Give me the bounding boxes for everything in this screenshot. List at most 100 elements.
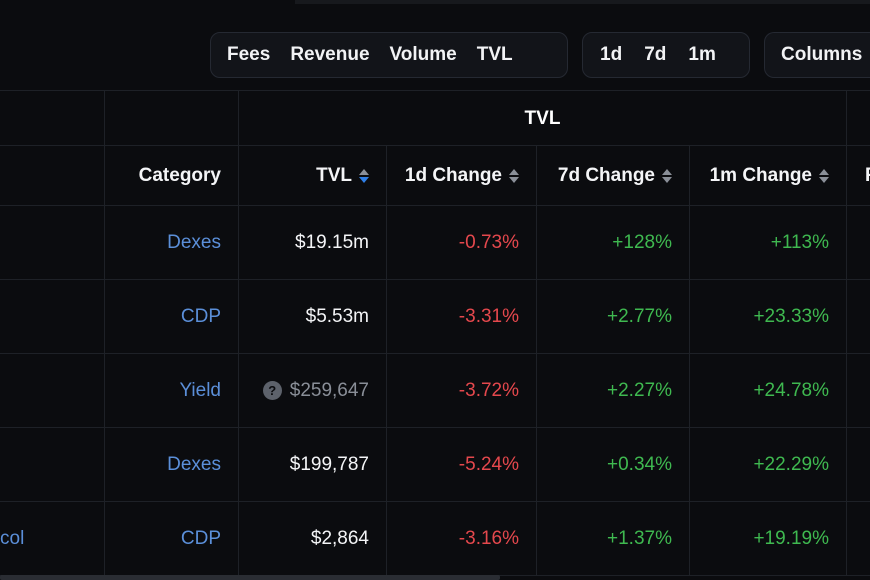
protocols-table: TVL Category TVL 1d Change 7d Change 1m … — [0, 90, 870, 580]
group-header-empty-cell — [0, 91, 105, 147]
change-1d-value: -3.72% — [458, 379, 519, 401]
cell-next-column — [847, 354, 870, 427]
sort-icon[interactable] — [662, 168, 672, 184]
header-category-label: Category — [138, 164, 221, 186]
columns-button[interactable]: Columns — [781, 44, 863, 65]
change-1m-value: +19.19% — [753, 527, 829, 549]
tvl-value: $2,864 — [310, 527, 369, 549]
sort-icon[interactable] — [819, 168, 829, 184]
tab-7d[interactable]: 7d — [644, 44, 667, 65]
change-1d-value: -3.16% — [458, 527, 519, 549]
tab-1m[interactable]: 1m — [688, 44, 716, 65]
cell-1m-change: +23.33% — [690, 280, 847, 353]
horizontal-scrollbar[interactable] — [0, 575, 500, 580]
change-1d-value: -5.24% — [458, 453, 519, 475]
column-header-row: Category TVL 1d Change 7d Change 1m Chan… — [0, 146, 870, 206]
change-7d-value: +0.34% — [607, 453, 672, 475]
group-header-row: TVL — [0, 90, 870, 147]
cell-1d-change: -3.72% — [387, 354, 537, 427]
cell-1m-change: +22.29% — [690, 428, 847, 501]
tab-revenue[interactable]: Revenue — [290, 44, 370, 65]
protocol-name-link[interactable]: col — [0, 527, 25, 549]
cell-category[interactable]: Yield — [105, 354, 239, 427]
header-1m-change-label: 1m Change — [709, 164, 812, 186]
cell-tvl: $2,864 — [239, 502, 387, 575]
cell-7d-change: +0.34% — [537, 428, 690, 501]
change-1m-value: +24.78% — [753, 379, 829, 401]
header-tvl-label: TVL — [316, 164, 352, 186]
change-1d-value: -0.73% — [458, 231, 519, 253]
cell-name[interactable]: col — [0, 502, 105, 575]
cell-category[interactable]: Dexes — [105, 428, 239, 501]
cell-category[interactable]: CDP — [105, 502, 239, 575]
tab-volume[interactable]: Volume — [389, 44, 457, 65]
cell-1d-change: -0.73% — [387, 206, 537, 279]
cell-tvl: $199,787 — [239, 428, 387, 501]
cell-1m-change: +19.19% — [690, 502, 847, 575]
cell-1d-change: -3.16% — [387, 502, 537, 575]
cell-name[interactable] — [0, 428, 105, 501]
tvl-value: $5.53m — [305, 305, 369, 327]
tab-1d[interactable]: 1d — [600, 44, 623, 65]
change-7d-value: +2.27% — [607, 379, 672, 401]
cell-1d-change: -3.31% — [387, 280, 537, 353]
cell-7d-change: +1.37% — [537, 502, 690, 575]
change-1d-value: -3.31% — [458, 305, 519, 327]
sort-icon[interactable] — [359, 168, 369, 184]
metric-tabs: Fees Revenue Volume TVL — [210, 32, 568, 78]
header-next-label: F — [865, 165, 870, 187]
period-tabs: 1d 7d 1m — [582, 32, 750, 78]
cell-name[interactable] — [0, 354, 105, 427]
cell-1m-change: +113% — [690, 206, 847, 279]
cell-name[interactable] — [0, 206, 105, 279]
change-7d-value: +1.37% — [607, 527, 672, 549]
sort-icon[interactable] — [509, 168, 519, 184]
header-tvl[interactable]: TVL — [239, 146, 387, 205]
cell-7d-change: +2.27% — [537, 354, 690, 427]
cell-category[interactable]: Dexes — [105, 206, 239, 279]
group-header-empty-cell — [105, 91, 239, 147]
category-link[interactable]: CDP — [180, 305, 221, 327]
cell-category[interactable]: CDP — [105, 280, 239, 353]
change-7d-value: +2.77% — [607, 305, 672, 327]
header-category[interactable]: Category — [105, 146, 239, 205]
tvl-value: $199,787 — [289, 453, 369, 475]
header-7d-change[interactable]: 7d Change — [537, 146, 690, 205]
table-row[interactable]: Dexes $199,787 -5.24% +0.34% +22.29% — [0, 428, 870, 502]
header-name — [0, 146, 105, 205]
table-row[interactable]: Yield? $259,647 -3.72% +2.27% +24.78% — [0, 354, 870, 428]
cell-tvl: $19.15m — [239, 206, 387, 279]
change-1m-value: +113% — [770, 231, 829, 253]
table-row[interactable]: Dexes $19.15m -0.73% +128% +113% — [0, 206, 870, 280]
cell-1m-change: +24.78% — [690, 354, 847, 427]
cell-7d-change: +128% — [537, 206, 690, 279]
header-1m-change[interactable]: 1m Change — [690, 146, 847, 205]
table-row[interactable]: col CDP $2,864 -3.16% +1.37% +19.19% — [0, 502, 870, 576]
header-7d-change-label: 7d Change — [557, 164, 655, 186]
cell-tvl: $5.53m — [239, 280, 387, 353]
tvl-value: $259,647 — [289, 379, 369, 401]
question-circle-icon[interactable]: ? — [262, 381, 282, 400]
change-1m-value: +22.29% — [753, 453, 829, 475]
tab-tvl[interactable]: TVL — [476, 44, 513, 65]
change-1m-value: +23.33% — [753, 305, 829, 327]
category-link[interactable]: Dexes — [167, 453, 221, 475]
group-header-tvl: TVL — [239, 91, 847, 147]
tab-fees[interactable]: Fees — [227, 44, 271, 65]
category-link[interactable]: CDP — [180, 527, 221, 549]
header-next-column[interactable]: F — [847, 146, 870, 205]
cell-name[interactable] — [0, 280, 105, 353]
cell-7d-change: +2.77% — [537, 280, 690, 353]
category-link[interactable]: Yield — [179, 379, 221, 401]
tvl-value: $19.15m — [295, 231, 369, 253]
category-link[interactable]: Dexes — [167, 231, 221, 253]
header-1d-change[interactable]: 1d Change — [387, 146, 537, 205]
cell-next-column — [847, 280, 870, 353]
table-row[interactable]: CDP $5.53m -3.31% +2.77% +23.33% — [0, 280, 870, 354]
change-7d-value: +128% — [612, 231, 672, 253]
cell-next-column — [847, 502, 870, 575]
cell-next-column — [847, 428, 870, 501]
cell-1d-change: -5.24% — [387, 428, 537, 501]
toolbar: Fees Revenue Volume TVL 1d 7d 1m Columns — [0, 0, 870, 90]
columns-control: Columns — [764, 32, 870, 78]
